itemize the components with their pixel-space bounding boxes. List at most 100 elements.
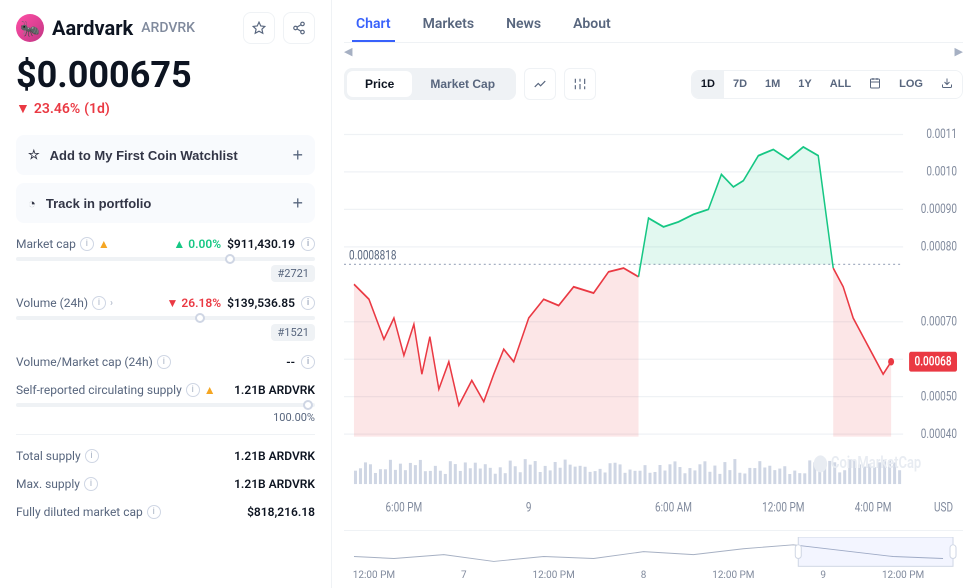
price-change: ▼ 23.46% (1d)	[16, 100, 315, 117]
svg-text:0.00040: 0.00040	[921, 427, 957, 441]
warning-icon: ▲	[204, 383, 216, 397]
track-portfolio-button[interactable]: ◔ Track in portfolio +	[16, 183, 315, 223]
vol-mcap-label: Volume/Market cap (24h) i	[16, 355, 171, 369]
add-watchlist-button[interactable]: ☆ Add to My First Coin Watchlist +	[16, 135, 315, 175]
line-chart-icon[interactable]	[524, 68, 556, 100]
warning-icon: ▲	[98, 237, 110, 251]
total-supply-value: 1.21B ARDVRK	[234, 449, 315, 463]
left-sidebar: 🐜 Aardvark ARDVRK $0.000675 ▼ 23.46% (1d…	[0, 0, 332, 588]
marketcap-toggle[interactable]: Market Cap	[412, 71, 513, 97]
range-all[interactable]: ALL	[821, 71, 860, 98]
share-button[interactable]	[283, 12, 315, 44]
info-icon[interactable]: i	[157, 355, 171, 369]
svg-text:12:00 PM: 12:00 PM	[882, 570, 924, 580]
fdmc-value: $818,216.18	[247, 505, 315, 519]
price-toggle[interactable]: Price	[347, 71, 412, 97]
svg-text:0.00068: 0.00068	[915, 354, 952, 368]
info-icon[interactable]: i	[301, 296, 315, 310]
range-1m[interactable]: 1M	[756, 71, 789, 98]
circ-supply-value: 1.21B ARDVRK	[234, 383, 315, 397]
supply-pct: 100.00%	[16, 411, 315, 424]
right-panel: Chart Markets News About ◀ ▶ Price Marke…	[332, 0, 975, 588]
fdmc-label: Fully diluted market cap i	[16, 505, 161, 519]
volume-change: ▼ 26.18%	[167, 296, 222, 310]
chevron-right-icon[interactable]: ›	[110, 298, 113, 309]
svg-text:9: 9	[820, 570, 826, 580]
info-icon[interactable]: i	[84, 477, 98, 491]
tab-news[interactable]: News	[502, 8, 545, 42]
svg-text:0.00090: 0.00090	[921, 202, 957, 216]
svg-text:12:00 PM: 12:00 PM	[533, 570, 575, 580]
download-button[interactable]	[932, 71, 962, 98]
time-range-group: 1D 7D 1M 1Y ALL LOG	[691, 70, 963, 99]
volume-slider	[16, 316, 315, 320]
market-cap-label: Market cap i ▲	[16, 237, 110, 251]
calendar-button[interactable]	[860, 71, 890, 98]
info-icon[interactable]: i	[186, 383, 200, 397]
max-supply-value: 1.21B ARDVRK	[234, 477, 315, 491]
overview-chart[interactable]: 12:00 PM712:00 PM812:00 PM912:00 PM	[344, 530, 963, 580]
tab-markets[interactable]: Markets	[419, 8, 479, 42]
svg-text:USD: USD	[934, 500, 953, 514]
svg-text:0.0011: 0.0011	[926, 127, 957, 141]
portfolio-label: Track in portfolio	[46, 196, 151, 211]
svg-text:0.00080: 0.00080	[921, 240, 957, 254]
coin-icon: 🐜	[16, 14, 44, 42]
star-button[interactable]	[243, 12, 275, 44]
price-toggle-group: Price Market Cap	[344, 68, 516, 100]
log-toggle[interactable]: LOG	[890, 71, 932, 98]
coin-symbol: ARDVRK	[141, 20, 195, 36]
svg-text:0.00070: 0.00070	[921, 314, 957, 328]
chart-toolbar: Price Market Cap 1D 7D 1M 1Y ALL LOG	[344, 60, 963, 108]
svg-text:0.0008818: 0.0008818	[349, 248, 397, 262]
svg-text:12:00 PM: 12:00 PM	[353, 570, 395, 580]
svg-text:6:00 PM: 6:00 PM	[386, 500, 423, 514]
star-icon	[252, 21, 266, 35]
chevron-right-icon[interactable]: ▶	[955, 45, 963, 58]
market-cap-change: ▲ 0.00%	[173, 237, 221, 251]
info-icon[interactable]: i	[147, 505, 161, 519]
plus-icon: +	[292, 193, 303, 214]
market-cap-slider	[16, 257, 315, 261]
download-icon	[941, 77, 953, 89]
info-icon[interactable]: i	[85, 449, 99, 463]
volume-rank: #1521	[271, 324, 315, 341]
calendar-icon	[869, 77, 881, 89]
svg-text:0.0010: 0.0010	[926, 165, 957, 179]
info-icon[interactable]: i	[301, 355, 315, 369]
chevron-left-icon[interactable]: ◀	[344, 45, 352, 58]
total-supply-label: Total supply i	[16, 449, 99, 463]
plus-icon: +	[292, 145, 303, 166]
svg-text:6:00 AM: 6:00 AM	[655, 500, 692, 514]
tabs: Chart Markets News About	[344, 0, 963, 43]
info-icon[interactable]: i	[92, 296, 106, 310]
price: $0.000675	[16, 54, 315, 96]
circ-supply-label: Self-reported circulating supply i ▲	[16, 383, 216, 397]
svg-text:7: 7	[461, 570, 467, 580]
settings-icon[interactable]	[564, 68, 596, 100]
volume-value: $139,536.85	[227, 296, 295, 310]
price-chart[interactable]: 0.0008818 0.0011 0.0010 0.00090 0.00080 0.000…	[344, 112, 963, 524]
tab-chart[interactable]: Chart	[352, 8, 395, 42]
market-cap-value: $911,430.19	[227, 237, 295, 251]
range-1d[interactable]: 1D	[692, 71, 724, 98]
max-supply-label: Max. supply i	[16, 477, 98, 491]
coin-name: Aardvark	[52, 16, 133, 40]
info-icon[interactable]: i	[301, 237, 315, 251]
tab-about[interactable]: About	[569, 8, 615, 42]
price-change-pct: 23.46%	[34, 101, 80, 117]
market-cap-rank: #2721	[271, 265, 315, 282]
svg-text:12:00 PM: 12:00 PM	[762, 500, 804, 514]
caret-down-icon: ▼	[16, 100, 30, 117]
svg-text:⬤ CoinMarketCap: ⬤ CoinMarketCap	[813, 452, 921, 473]
watchlist-label: Add to My First Coin Watchlist	[50, 148, 238, 163]
share-icon	[292, 21, 306, 35]
svg-text:8: 8	[641, 570, 647, 580]
svg-text:4:00 PM: 4:00 PM	[855, 500, 892, 514]
vol-mcap-value: --	[286, 355, 295, 369]
info-icon[interactable]: i	[80, 237, 94, 251]
price-change-period: (1d)	[84, 101, 110, 117]
volume-label: Volume (24h) i ›	[16, 296, 113, 310]
range-7d[interactable]: 7D	[724, 71, 756, 98]
range-1y[interactable]: 1Y	[789, 71, 820, 98]
